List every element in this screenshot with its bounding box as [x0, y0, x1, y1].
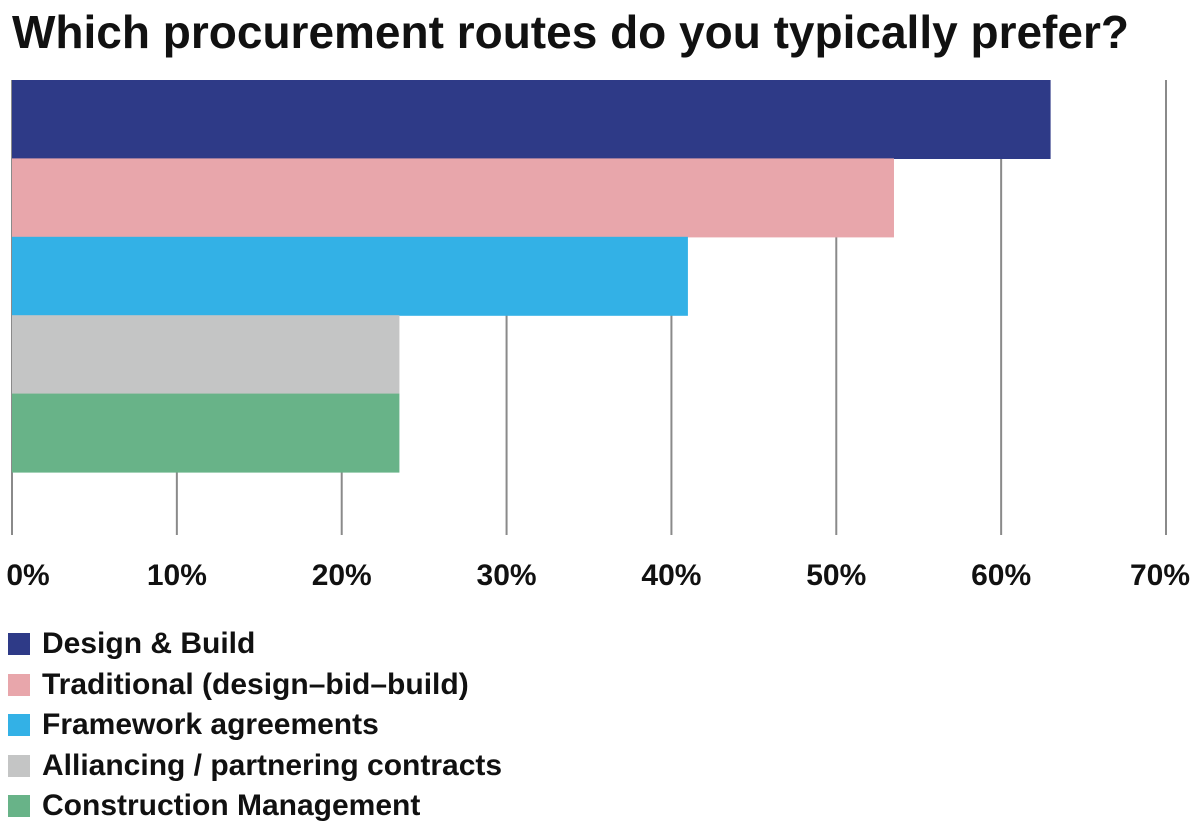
bar: [12, 315, 400, 395]
legend-label: Traditional (design–bid–build): [42, 667, 469, 701]
bar: [12, 393, 400, 473]
legend-swatch: [8, 673, 30, 696]
legend-label: Construction Management: [42, 789, 421, 823]
bar: [12, 158, 894, 238]
legend-label: Framework agreements: [42, 708, 379, 742]
x-tick-label: 70%: [1130, 559, 1190, 592]
bar: [12, 236, 688, 316]
legend-label: Design & Build: [42, 627, 256, 661]
bar: [12, 80, 1051, 159]
x-tick-label: 0%: [6, 559, 49, 592]
legend-item: Alliancing / partnering contracts: [8, 746, 502, 787]
x-tick-label: 60%: [971, 559, 1031, 592]
legend-item: Construction Management: [8, 786, 502, 827]
legend-swatch: [8, 795, 30, 818]
legend: Design & Build Traditional (design–bid–bu…: [8, 624, 502, 827]
legend-swatch: [8, 754, 30, 777]
chart-title: Which procurement routes do you typicall…: [12, 6, 1129, 58]
x-tick-label: 30%: [477, 559, 537, 592]
legend-item: Design & Build: [8, 624, 502, 665]
bars: [12, 80, 1051, 473]
legend-item: Framework agreements: [8, 705, 502, 746]
bar-chart: 0% 10% 20% 30% 40% 50% 60% 70%: [6, 80, 1190, 592]
x-tick-label: 40%: [641, 559, 701, 592]
legend-swatch: [8, 633, 30, 656]
x-tick-label: 10%: [147, 559, 207, 592]
legend-swatch: [8, 714, 30, 737]
legend-item: Traditional (design–bid–build): [8, 665, 502, 706]
x-tick-label: 20%: [312, 559, 372, 592]
legend-label: Alliancing / partnering contracts: [42, 748, 503, 782]
x-tick-label: 50%: [806, 559, 866, 592]
x-axis-tick-labels: 0% 10% 20% 30% 40% 50% 60% 70%: [6, 559, 1190, 592]
